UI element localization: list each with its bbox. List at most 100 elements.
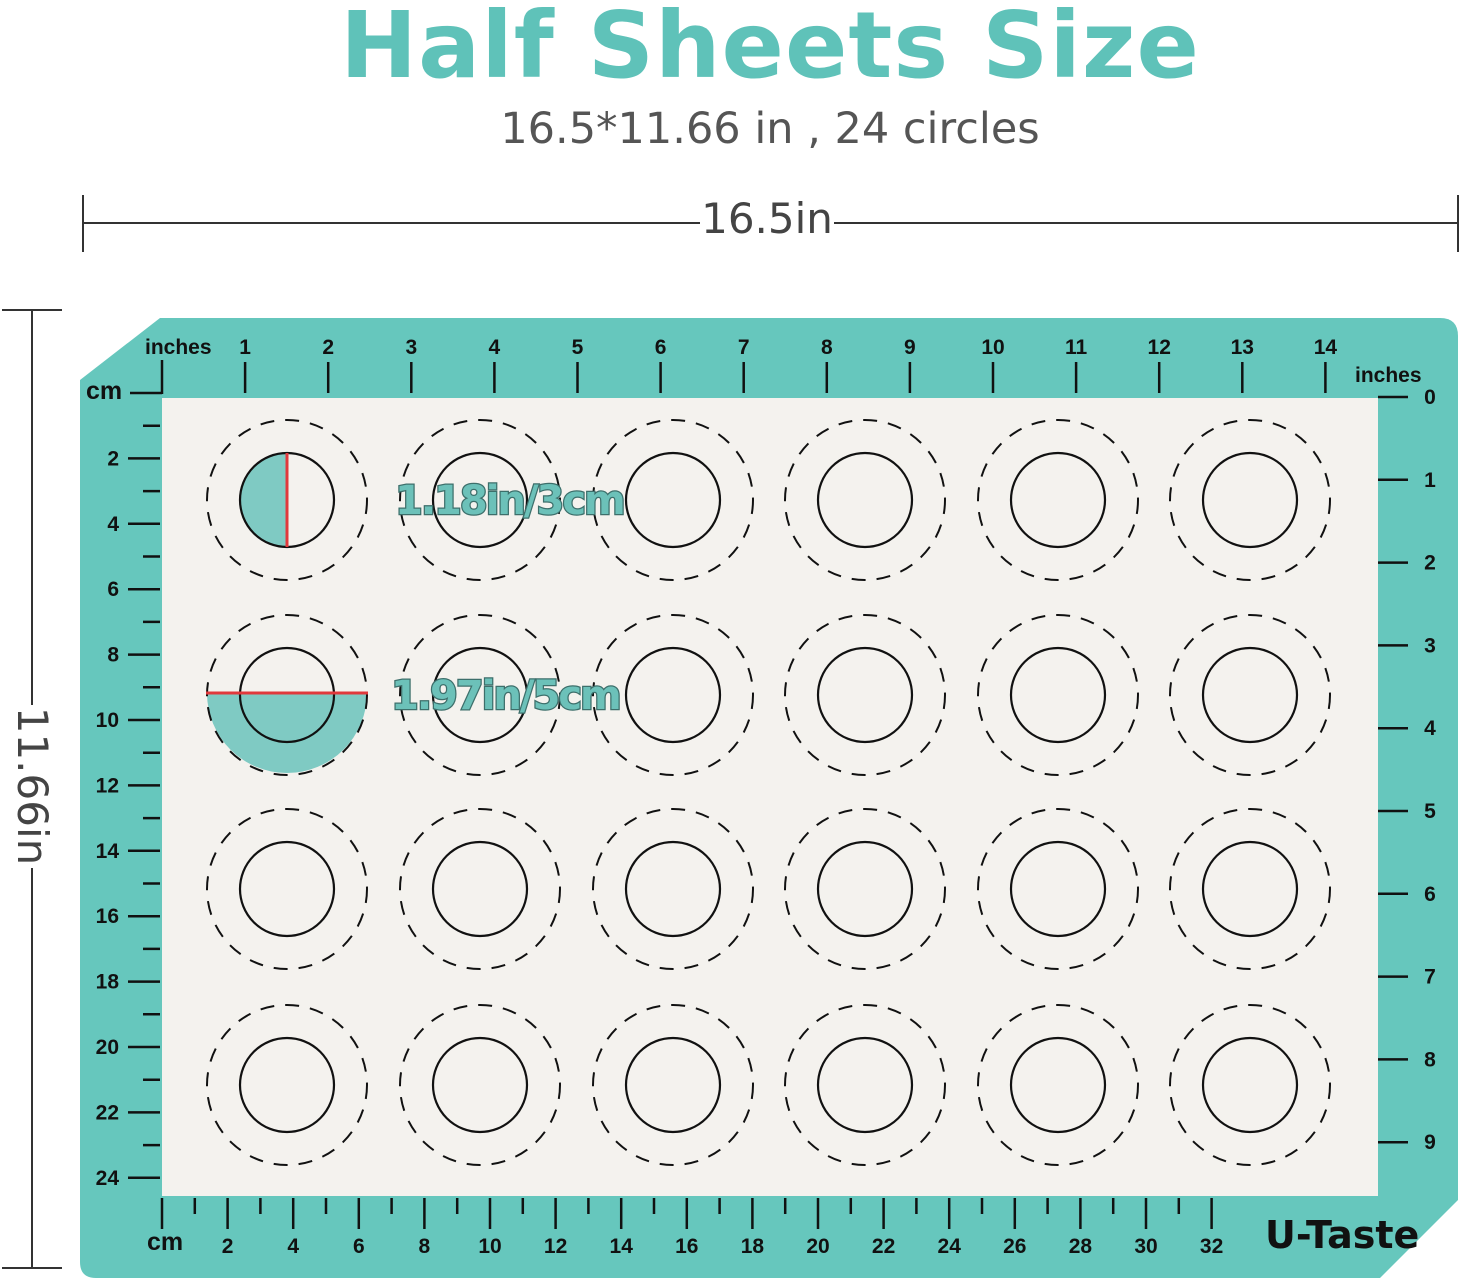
bottom-ruler-label: 2 [222, 1235, 234, 1258]
outer-dashed-circle [784, 1004, 946, 1166]
outer-dashed-circle [399, 614, 561, 776]
inner-solid-circle [816, 840, 914, 938]
bottom-ruler-label: 18 [741, 1235, 765, 1258]
outer-dashed-circle [206, 614, 368, 776]
inner-solid-circle [1201, 451, 1299, 549]
outer-dashed-circle [1169, 614, 1331, 776]
top-ruler-label: 12 [1148, 336, 1171, 359]
outer-dashed-circle [977, 1004, 1139, 1166]
outer-dashed-circle [592, 614, 754, 776]
right-ruler-label: 2 [1424, 552, 1436, 575]
outer-dashed-circle [1169, 808, 1331, 970]
top-ruler-label: 9 [904, 336, 916, 359]
top-ruler-label: 14 [1314, 336, 1338, 359]
inner-solid-circle [816, 1036, 914, 1134]
inner-solid-circle [1201, 646, 1299, 744]
rulers: 1 2 3 4 5 6 7 8 9 10 11 12 13 14012345678924681012141… [96, 336, 1437, 1258]
outer-dashed-circle [206, 1004, 368, 1166]
inner-solid-circle [431, 1036, 529, 1134]
top-ruler-label: 2 [322, 336, 334, 359]
macaron-circle-guide [977, 419, 1139, 581]
top-ruler-label: 8 [821, 336, 833, 359]
left-ruler-label: 10 [96, 709, 119, 732]
macaron-circle-guide [399, 614, 561, 776]
inner-solid-circle [624, 646, 722, 744]
height-dim-label: 11.66in [8, 707, 57, 866]
outer-dashed-circle [399, 808, 561, 970]
inner-solid-circle [624, 840, 722, 938]
left-ruler-label: 12 [96, 774, 119, 797]
macaron-circle-guide [206, 1004, 368, 1166]
right-ruler-label: 5 [1424, 800, 1436, 823]
inner-solid-circle [238, 646, 336, 744]
bottom-ruler-label: 22 [872, 1235, 895, 1258]
right-ruler-label: 9 [1424, 1131, 1436, 1154]
macaron-circle-guide [399, 419, 561, 581]
top-ruler-label: 10 [981, 336, 1004, 359]
macaron-circle-guide [977, 808, 1139, 970]
top-ruler-label: 13 [1231, 336, 1254, 359]
inner-solid-circle [238, 1036, 336, 1134]
macaron-circle-guide [784, 1004, 946, 1166]
left-ruler-label: 16 [96, 905, 119, 928]
bottom-ruler-label: 28 [1069, 1235, 1093, 1258]
macaron-circle-guide [399, 1004, 561, 1166]
macaron-circle-guide [1169, 1004, 1331, 1166]
outer-dashed-circle [592, 419, 754, 581]
outer-dashed-circle [977, 419, 1139, 581]
macaron-circle-guide [977, 614, 1139, 776]
left-ruler-label: 4 [107, 513, 119, 536]
outer-dashed-circle [977, 614, 1139, 776]
right-ruler-label: 0 [1424, 386, 1436, 409]
outer-dashed-circle [784, 808, 946, 970]
right-ruler-label: 7 [1424, 966, 1436, 989]
macaron-circle-guide [1169, 614, 1331, 776]
macaron-circle-guide [784, 808, 946, 970]
outer-circle-measure-label: 1.97in/5cm [391, 673, 620, 719]
width-dim-label: 16.5in [701, 194, 833, 243]
inner-circle-measure-label: 1.18in/3cm [395, 478, 624, 524]
macaron-circle-guide [206, 808, 368, 970]
inner-half-highlight [240, 453, 287, 547]
bottom-ruler-label: 16 [675, 1235, 698, 1258]
right-ruler-label: 3 [1424, 634, 1436, 657]
inner-solid-circle [1009, 451, 1107, 549]
inner-solid-circle [816, 646, 914, 744]
left-ruler-unit: cm [86, 377, 122, 405]
bottom-ruler-label: 10 [478, 1235, 501, 1258]
bottom-ruler-label: 30 [1134, 1235, 1157, 1258]
brand-logo: U-Taste [1265, 1213, 1419, 1257]
macaron-circle-guide [592, 808, 754, 970]
macaron-circle-guide [784, 614, 946, 776]
top-ruler-label: 7 [738, 336, 750, 359]
right-ruler-unit: inches [1355, 364, 1422, 387]
page-title: Half Sheets Size [340, 0, 1200, 99]
outer-dashed-circle [592, 1004, 754, 1166]
macaron-circle-guide [1169, 808, 1331, 970]
inner-solid-circle [624, 451, 722, 549]
inner-solid-circle [431, 840, 529, 938]
outer-dashed-circle [784, 419, 946, 581]
right-ruler-label: 4 [1424, 717, 1436, 740]
top-ruler-label: 6 [655, 336, 667, 359]
outer-dashed-circle [592, 808, 754, 970]
outer-dashed-circle [1169, 1004, 1331, 1166]
outer-dashed-circle [399, 1004, 561, 1166]
outer-dashed-circle [399, 419, 561, 581]
inner-solid-circle [1201, 1036, 1299, 1134]
left-ruler-label: 18 [96, 971, 120, 994]
outer-dashed-circle [206, 419, 368, 581]
inner-solid-circle [1009, 1036, 1107, 1134]
outer-half-highlight [207, 693, 367, 773]
top-ruler-label: 11 [1065, 336, 1088, 359]
macaron-circle-guide [206, 419, 368, 581]
macaron-circle-guide [592, 419, 754, 581]
outer-dashed-circle [977, 808, 1139, 970]
inner-solid-circle [1009, 840, 1107, 938]
left-ruler-label: 2 [107, 447, 119, 470]
left-ruler-label: 6 [107, 578, 119, 601]
mat-surface [162, 398, 1378, 1196]
inner-solid-circle [1201, 840, 1299, 938]
bottom-ruler-label: 4 [287, 1235, 299, 1258]
